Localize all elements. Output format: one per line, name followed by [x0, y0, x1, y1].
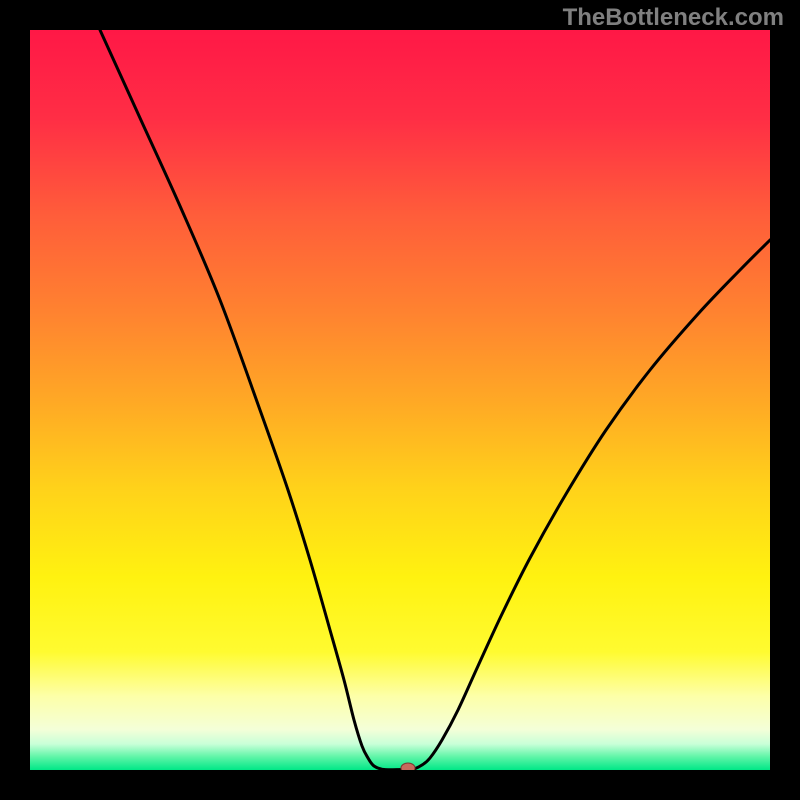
watermark-text: TheBottleneck.com: [563, 4, 784, 32]
chart-frame: TheBottleneck.com: [0, 0, 800, 800]
optimal-point-marker: [401, 763, 415, 770]
gradient-background: [30, 30, 770, 770]
chart-svg: [30, 30, 770, 770]
plot-area: [30, 30, 770, 770]
